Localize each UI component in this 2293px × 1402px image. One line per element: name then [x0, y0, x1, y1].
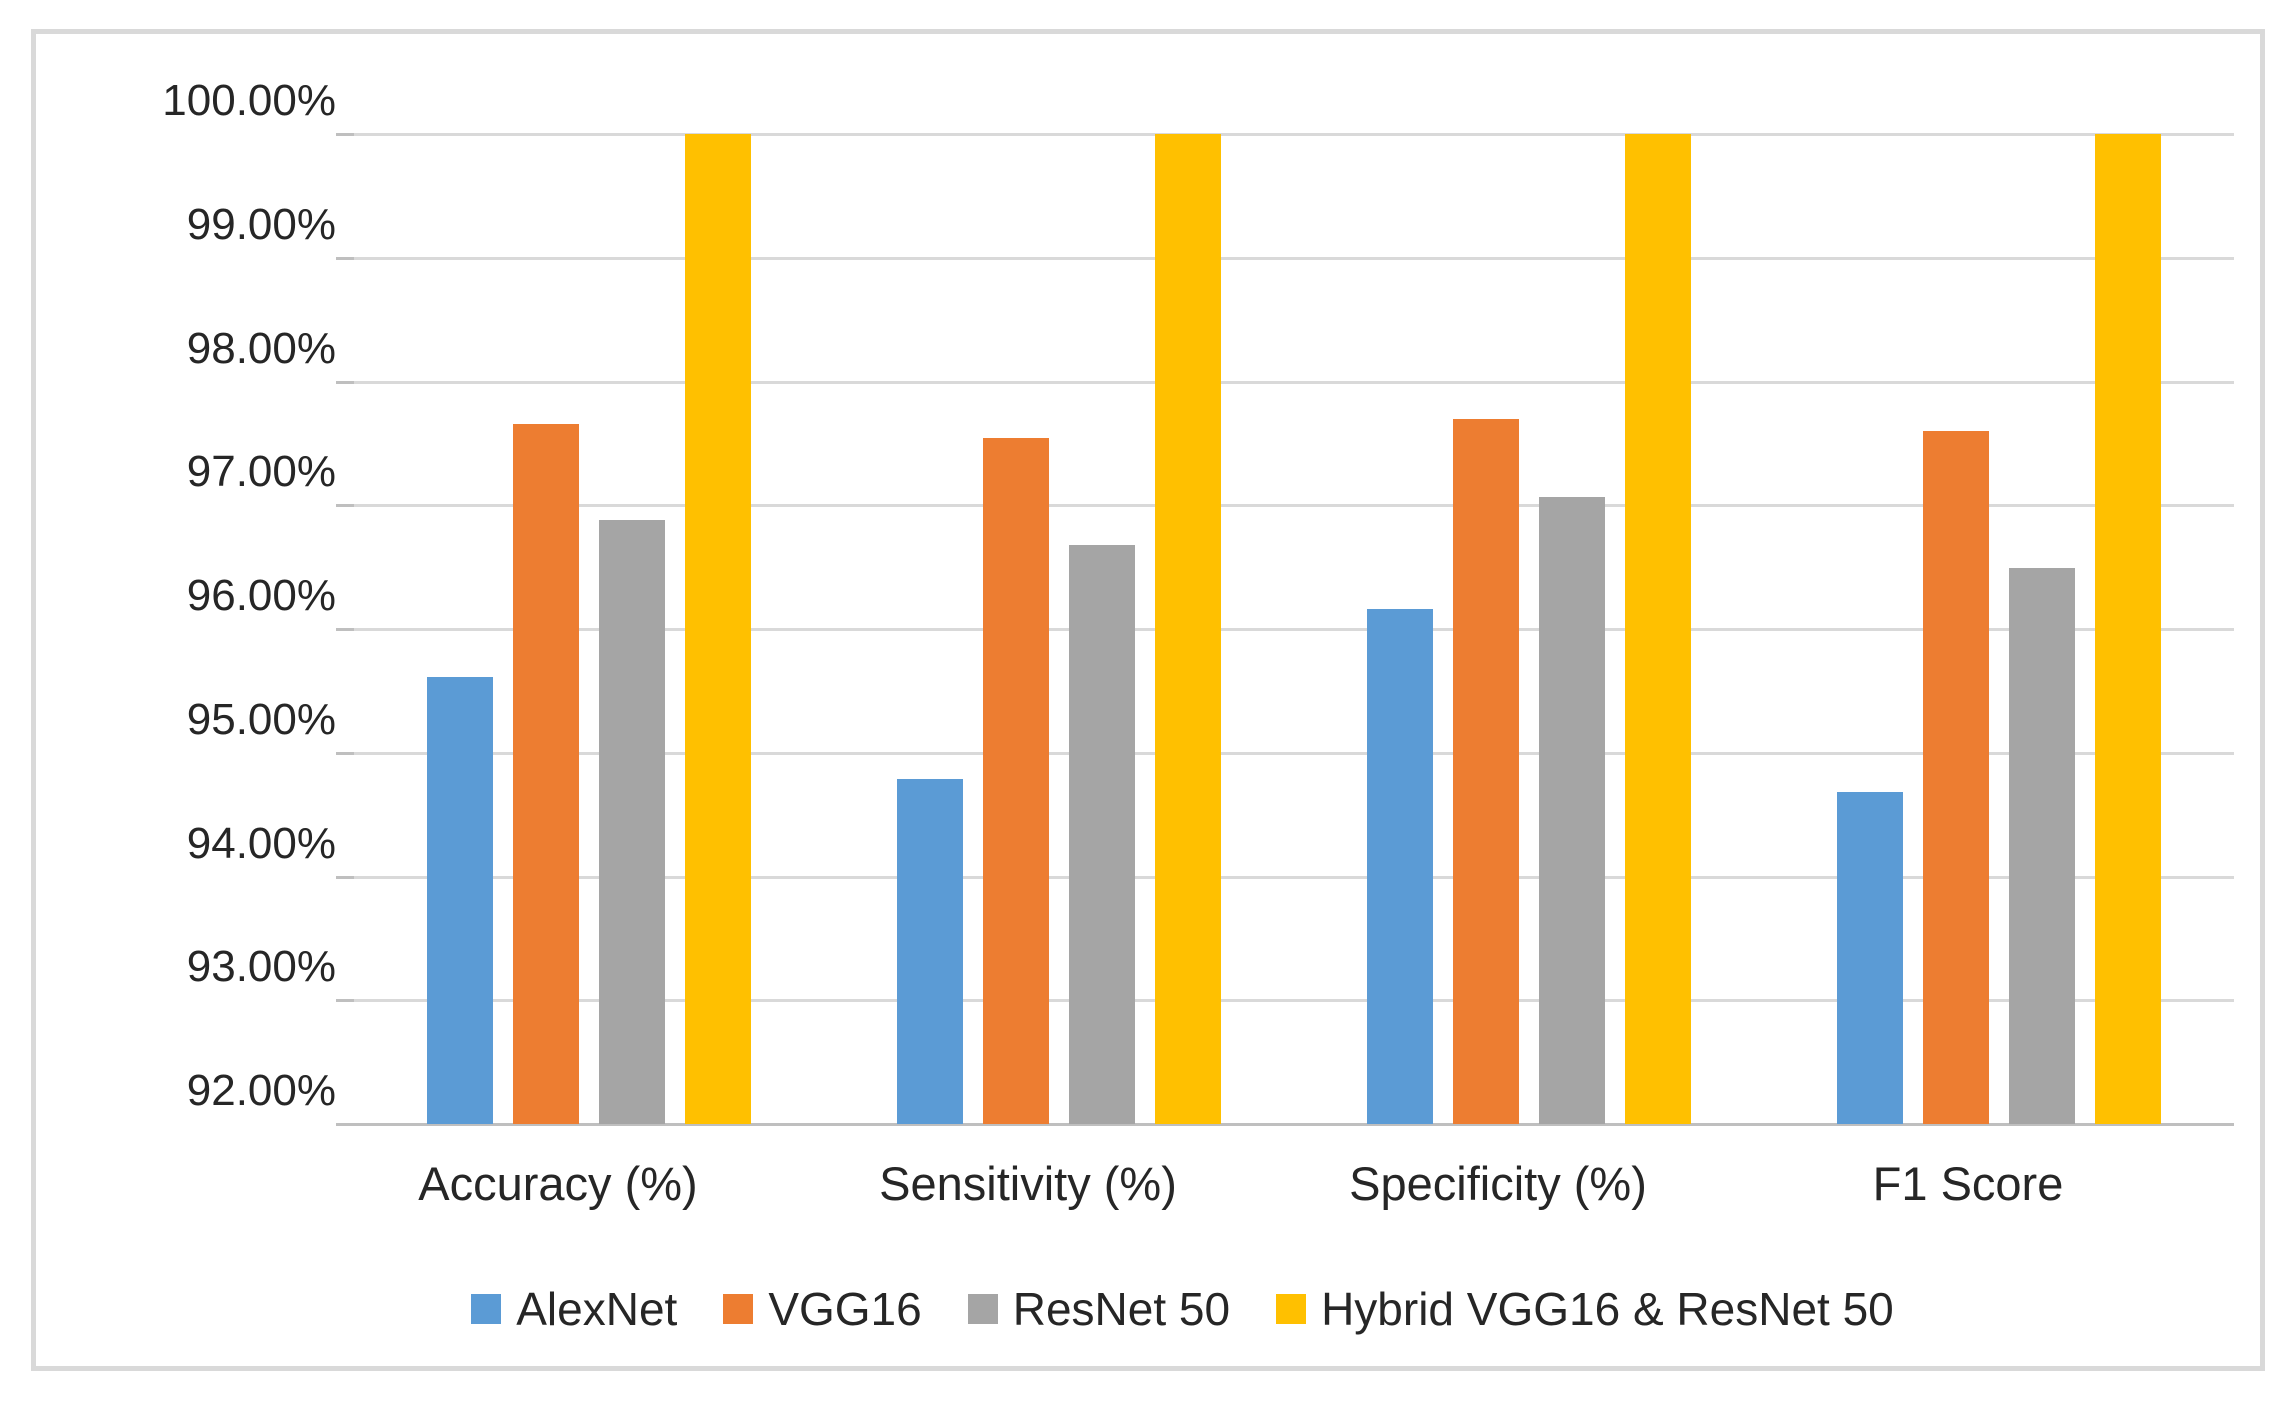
y-tick-label-99-00: 99.00%: [186, 200, 336, 249]
bar-alexnet-sensitivity: [897, 779, 963, 1124]
bar-alexnet-f1-score: [1837, 792, 1903, 1124]
legend-swatch-vgg16: [723, 1294, 754, 1324]
gridline-93-00: [354, 999, 2234, 1002]
y-tick-label-100-00: 100.00%: [162, 76, 336, 125]
bar-resnet-50-accuracy: [599, 520, 665, 1124]
y-tick-mark-96-00: [336, 628, 354, 631]
legend-swatch-resnet-50: [967, 1294, 998, 1324]
legend-item-alexnet: AlexNet: [471, 1282, 677, 1336]
y-tick-mark-99-00: [336, 257, 354, 260]
category-label-specificity: Specificity (%): [1349, 1157, 1647, 1210]
y-tick-label-96-00: 96.00%: [186, 571, 336, 620]
chart-frame: 100.00% 99.00% 98.00% 97.00% 96.00% 95.00% 94.…: [31, 29, 2265, 1371]
y-tick-mark-95-00: [336, 752, 354, 755]
legend-label-hybrid-vgg16-resnet-50: Hybrid VGG16 & ResNet 50: [1321, 1283, 1894, 1335]
gridline-94-00: [354, 876, 2234, 879]
bar-vgg16-specificity: [1453, 419, 1519, 1124]
legend: AlexNet VGG16 ResNet 50 Hybrid VGG16 & ResN…: [36, 1282, 2293, 1336]
gridline-97-00: [354, 504, 2234, 507]
bar-vgg16-f1-score: [1923, 431, 1989, 1124]
y-tick-mark-100-00: [336, 133, 354, 136]
gridline-95-00: [354, 752, 2234, 755]
y-tick-mark-94-00: [336, 876, 354, 879]
category-label-accuracy: Accuracy (%): [418, 1157, 698, 1210]
y-tick-label-92-00: 92.00%: [186, 1066, 336, 1115]
category-label-sensitivity: Sensitivity (%): [879, 1157, 1177, 1210]
legend-label-vgg16: VGG16: [768, 1283, 922, 1335]
y-tick-label-98-00: 98.00%: [186, 324, 336, 373]
bar-hybrid-vgg16-resnet-50-accuracy: [685, 134, 751, 1124]
category-label-f1-score: F1 Score: [1872, 1157, 2064, 1210]
y-tick-mark-92-00: [336, 1123, 354, 1126]
bar-alexnet-accuracy: [427, 677, 493, 1124]
legend-swatch-alexnet: [471, 1294, 502, 1324]
bar-resnet-50-sensitivity: [1069, 545, 1135, 1124]
bar-hybrid-vgg16-resnet-50-specificity: [1625, 134, 1691, 1124]
gridline-100-00: [354, 133, 2234, 136]
legend-item-vgg16: VGG16: [723, 1282, 922, 1336]
y-tick-label-93-00: 93.00%: [186, 942, 336, 991]
legend-label-resnet-50: ResNet 50: [1012, 1283, 1231, 1335]
gridline-96-00: [354, 628, 2234, 631]
y-tick-mark-98-00: [336, 381, 354, 384]
legend-label-alexnet: AlexNet: [516, 1283, 678, 1335]
y-tick-label-95-00: 95.00%: [186, 695, 336, 744]
bar-hybrid-vgg16-resnet-50-f1-score: [2095, 134, 2161, 1124]
y-tick-label-97-00: 97.00%: [186, 447, 336, 496]
legend-item-resnet-50: ResNet 50: [967, 1282, 1231, 1336]
y-tick-mark-93-00: [336, 999, 354, 1002]
bar-resnet-50-specificity: [1539, 497, 1605, 1124]
gridline-98-00: [354, 381, 2234, 384]
bar-hybrid-vgg16-resnet-50-sensitivity: [1155, 134, 1221, 1124]
y-tick-mark-97-00: [336, 504, 354, 507]
x-axis-line: [354, 1123, 2234, 1126]
bar-vgg16-sensitivity: [983, 438, 1049, 1124]
bar-alexnet-specificity: [1367, 609, 1433, 1124]
legend-swatch-hybrid-vgg16-resnet-50: [1276, 1294, 1307, 1324]
y-tick-label-94-00: 94.00%: [186, 819, 336, 868]
legend-item-hybrid-vgg16-resnet-50: Hybrid VGG16 & ResNet 50: [1276, 1282, 1894, 1336]
bar-resnet-50-f1-score: [2009, 568, 2075, 1124]
plot-area: [336, 133, 2234, 1126]
bar-vgg16-accuracy: [513, 424, 579, 1124]
gridline-99-00: [354, 257, 2234, 260]
